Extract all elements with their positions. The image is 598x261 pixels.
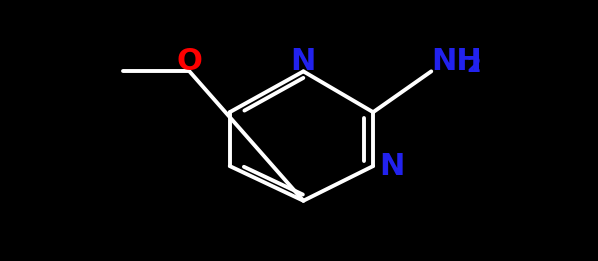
Text: NH: NH <box>431 47 482 76</box>
Text: O: O <box>176 47 202 76</box>
Text: 2: 2 <box>466 56 481 76</box>
Text: N: N <box>291 47 316 76</box>
Text: N: N <box>379 152 404 181</box>
